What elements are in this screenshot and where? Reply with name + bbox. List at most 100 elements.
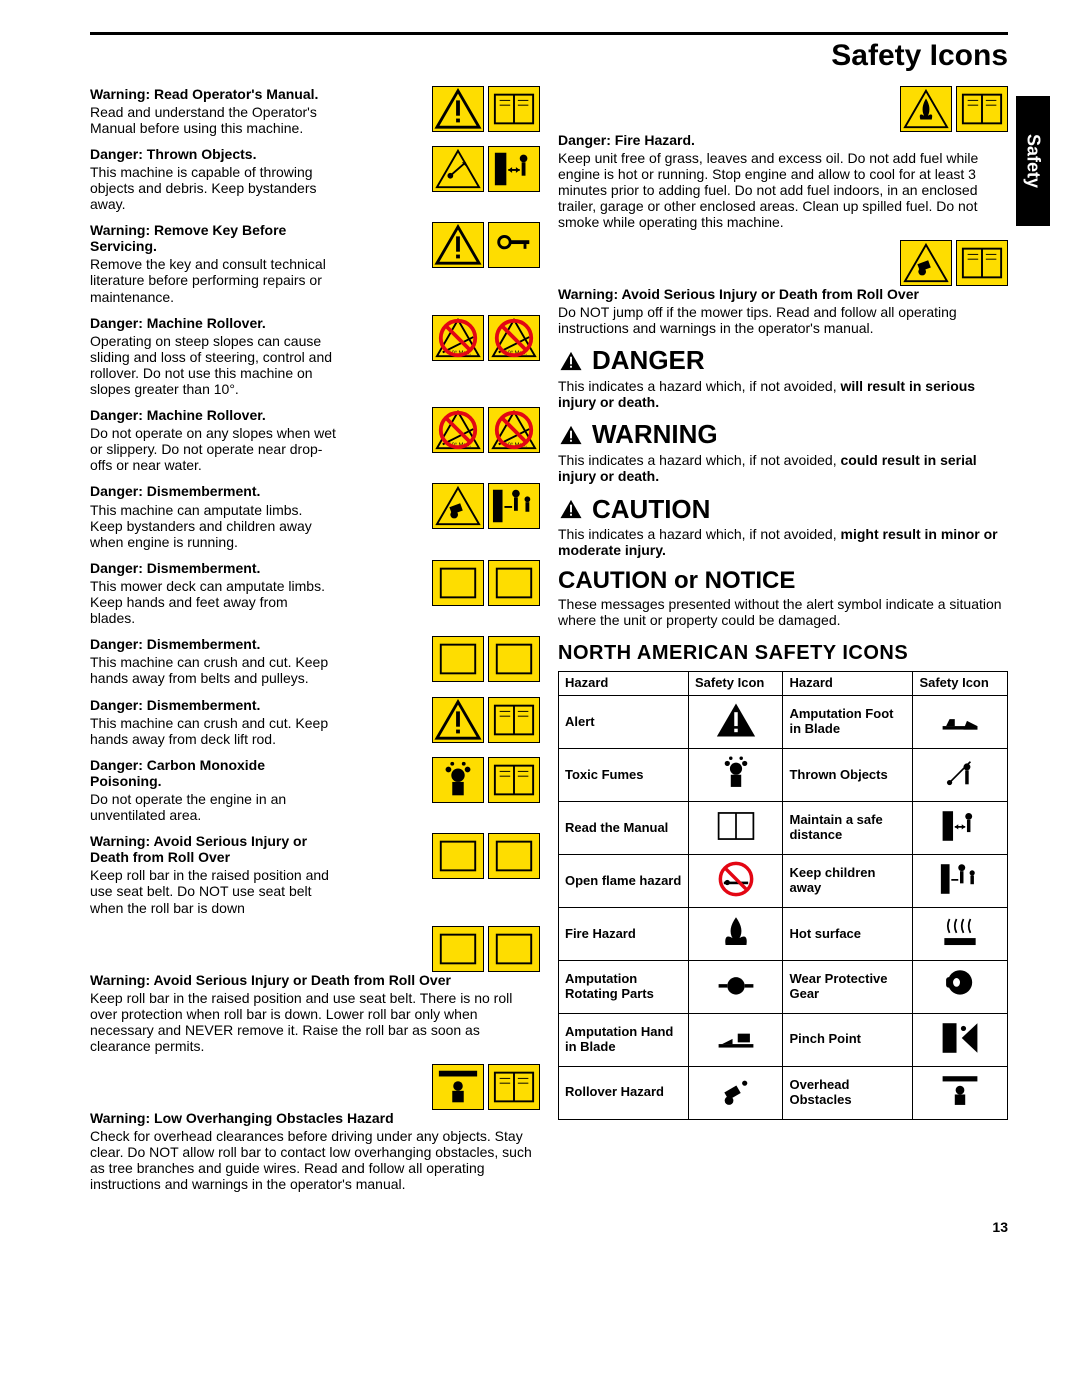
fire-ico-icon	[688, 908, 783, 961]
ppe-ico-icon	[913, 960, 1008, 1013]
icon-row	[432, 1064, 540, 1110]
item-heading: Warning: Low Overhanging Obstacles Hazar…	[90, 1110, 540, 1126]
hazard-label: Keep children away	[783, 855, 913, 908]
table-row: Toxic Fumes Thrown Objects	[559, 749, 1008, 802]
hazard-label: Thrown Objects	[783, 749, 913, 802]
table-row: Open flame hazard Keep children away	[559, 855, 1008, 908]
children-ico-icon	[913, 855, 1008, 908]
children-icon	[488, 483, 540, 529]
noflame-icon	[688, 855, 783, 908]
safety-item: Danger: Dismemberment. This machine can …	[90, 697, 540, 747]
hot-ico-icon	[913, 908, 1008, 961]
na-icons-table: HazardSafety IconHazardSafety Icon Alert…	[558, 671, 1008, 1119]
right-column: Danger: Fire Hazard. Keep unit free of g…	[558, 86, 1008, 1203]
thrown-ico-icon	[913, 749, 1008, 802]
rollover-ico-icon	[688, 1066, 783, 1119]
hazard-label: Fire Hazard	[559, 908, 689, 961]
icon-row	[432, 636, 540, 682]
item-body: This machine can crush and cut. Keep han…	[90, 715, 336, 747]
distance-ico-icon	[913, 802, 1008, 855]
page-number: 13	[90, 1219, 1008, 1235]
slope-no-icon	[488, 315, 540, 361]
item-body: Remove the key and consult technical lit…	[90, 256, 336, 304]
rotating-ico-icon	[688, 960, 783, 1013]
hand-blade-icon	[688, 1013, 783, 1066]
hazard-body: This indicates a hazard which, if not av…	[558, 378, 1008, 410]
caution-notice-title: CAUTION or NOTICE	[558, 567, 1008, 595]
hazard-label: Open flame hazard	[559, 855, 689, 908]
item-body: Operating on steep slopes can cause slid…	[90, 333, 336, 397]
pinch-ico-icon	[913, 1013, 1008, 1066]
fire-icon	[900, 86, 952, 132]
manual-icon	[488, 757, 540, 803]
manual-icon	[956, 240, 1008, 286]
icon-row	[432, 483, 540, 529]
item-body: Keep roll bar in the raised position and…	[90, 990, 540, 1054]
hazard-heading: DANGER	[558, 346, 1008, 376]
overhead-icon	[432, 1064, 484, 1110]
lift-icon	[432, 697, 484, 743]
item-body: This machine can amputate limbs. Keep by…	[90, 502, 336, 550]
safety-item: Danger: Carbon Monoxide Poisoning. Do no…	[90, 757, 540, 823]
table-header: Safety Icon	[688, 672, 783, 696]
safety-item: Warning: Remove Key Before Servicing. Re…	[90, 222, 540, 304]
item-body: This machine is capable of throwing obje…	[90, 164, 336, 212]
table-row: Read the Manual Maintain a safe distance	[559, 802, 1008, 855]
safety-item: Warning: Low Overhanging Obstacles Hazar…	[90, 1064, 540, 1192]
safety-item: Danger: Dismemberment. This machine can …	[90, 636, 540, 686]
item-body: Keep unit free of grass, leaves and exce…	[558, 150, 1008, 230]
rollbar-icon	[432, 833, 484, 879]
safety-item: Danger: Fire Hazard. Keep unit free of g…	[558, 86, 1008, 231]
key-icon	[488, 222, 540, 268]
blade-icon	[432, 560, 484, 606]
rollbar2-icon	[488, 926, 540, 972]
foot-blade-icon	[913, 696, 1008, 749]
distance-icon	[488, 146, 540, 192]
hazard-body: This indicates a hazard which, if not av…	[558, 452, 1008, 484]
page-title: Safety Icons	[90, 39, 1008, 74]
item-heading: Danger: Thrown Objects.	[90, 146, 336, 162]
alert-icon	[432, 222, 484, 268]
item-heading: Warning: Avoid Serious Injury or Death f…	[558, 286, 1008, 302]
caution-notice-body: These messages presented without the ale…	[558, 596, 1008, 628]
side-tab: Safety	[1016, 96, 1050, 226]
hazard-label: Pinch Point	[783, 1013, 913, 1066]
na-icons-title: NORTH AMERICAN SAFETY ICONS	[558, 642, 1008, 665]
icon-row	[432, 222, 540, 268]
overhead-ico-icon	[913, 1066, 1008, 1119]
icon-row	[432, 697, 540, 743]
hazard-body: This indicates a hazard which, if not av…	[558, 526, 1008, 558]
icon-row	[900, 240, 1008, 286]
icon-row	[432, 833, 540, 879]
rollbar2-icon	[488, 833, 540, 879]
no-hand-icon	[488, 560, 540, 606]
fumes-icon	[432, 757, 484, 803]
thrown-icon	[432, 146, 484, 192]
rollbar-icon	[432, 926, 484, 972]
item-heading: Danger: Dismemberment.	[90, 636, 336, 652]
icon-row	[432, 146, 540, 192]
safety-item: Warning: Avoid Serious Injury or Death f…	[558, 240, 1008, 336]
item-body: Read and understand the Operator's Manua…	[90, 104, 336, 136]
table-row: Fire Hazard Hot surface	[559, 908, 1008, 961]
belt-icon	[432, 636, 484, 682]
manual-icon	[488, 697, 540, 743]
table-header: Safety Icon	[913, 672, 1008, 696]
item-body: Keep roll bar in the raised position and…	[90, 867, 336, 915]
item-heading: Warning: Read Operator's Manual.	[90, 86, 336, 102]
hazard-label: Toxic Fumes	[559, 749, 689, 802]
item-heading: Warning: Avoid Serious Injury or Death f…	[90, 833, 336, 865]
table-header: Hazard	[783, 672, 913, 696]
icon-row	[432, 86, 540, 132]
hazard-label: Alert	[559, 696, 689, 749]
item-body: Do not operate on any slopes when wet or…	[90, 425, 336, 473]
safety-item: Danger: Thrown Objects. This machine is …	[90, 146, 540, 212]
alert-icon	[432, 86, 484, 132]
mower-icon	[432, 483, 484, 529]
left-column: Warning: Read Operator's Manual. Read an…	[90, 86, 540, 1203]
hazard-label: Read the Manual	[559, 802, 689, 855]
item-body: Do NOT jump off if the mower tips. Read …	[558, 304, 1008, 336]
alert-tri-icon	[688, 696, 783, 749]
item-body: This mower deck can amputate limbs. Keep…	[90, 578, 336, 626]
hazard-heading: WARNING	[558, 420, 1008, 450]
